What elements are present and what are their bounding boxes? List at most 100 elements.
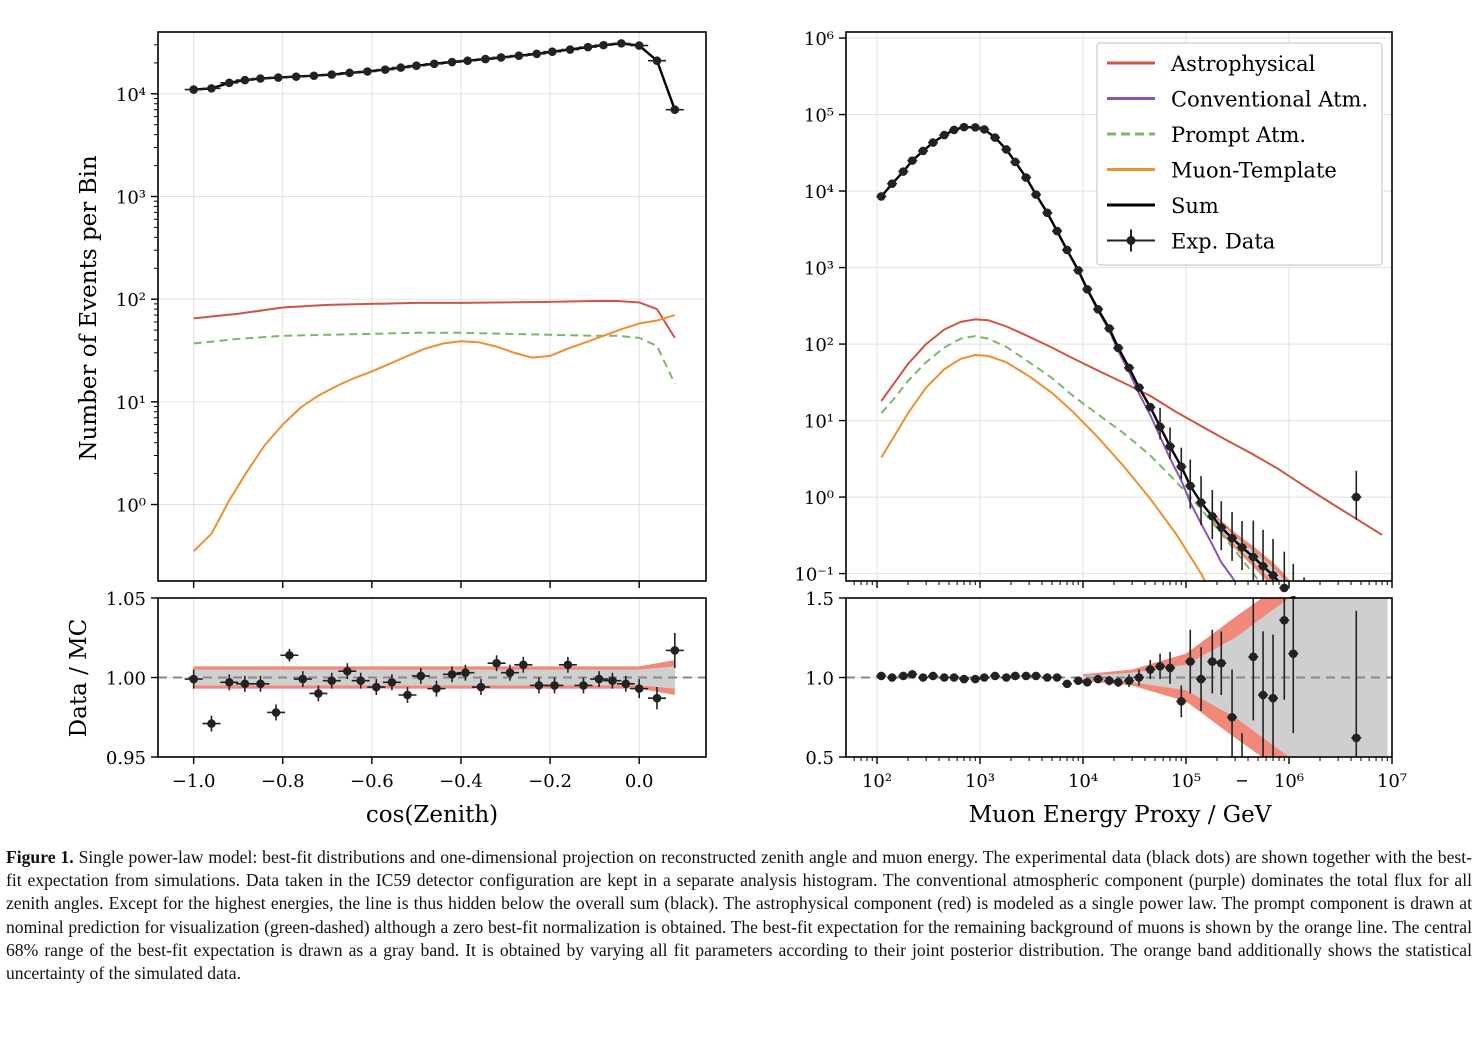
data-point: [224, 677, 234, 687]
data-point: [412, 61, 421, 70]
y-tick-label: 10⁵: [804, 106, 834, 127]
data-point: [1031, 190, 1041, 199]
data-point: [1248, 552, 1258, 562]
data-point: [621, 679, 631, 689]
data-point: [387, 677, 397, 687]
data-point: [949, 125, 959, 135]
y-axis-label-data-mc: Data / MC: [66, 619, 92, 738]
data-point: [256, 679, 265, 689]
data-point: [887, 179, 897, 188]
data-point: [979, 125, 989, 134]
data-point: [356, 676, 366, 685]
data-point: [1258, 561, 1268, 571]
data-point: [1268, 570, 1278, 580]
x-tick-label: 10⁷: [1377, 771, 1407, 792]
data-point: [463, 56, 472, 66]
data-point: [898, 167, 908, 176]
data-point: [189, 674, 198, 684]
data-point: [514, 51, 524, 61]
data-point: [1351, 733, 1361, 743]
data-point: [959, 674, 969, 684]
data-point: [634, 41, 644, 50]
data-point: [1042, 673, 1052, 682]
data-point: [1227, 712, 1237, 722]
x-tick-label: 10²: [862, 771, 892, 792]
y-tick-label: 10¹: [804, 412, 834, 433]
data-point: [273, 73, 283, 82]
data-point: [579, 681, 588, 690]
data-point: [1031, 671, 1041, 681]
data-point: [492, 658, 501, 668]
data-point: [476, 682, 486, 692]
x-tick-label: −0.2: [528, 771, 572, 792]
data-point: [314, 689, 323, 698]
y-tick-label: 10³: [804, 259, 834, 280]
data-point: [990, 133, 1000, 142]
data-point: [652, 693, 662, 703]
y-tick-label: 10²: [804, 335, 834, 356]
data-point: [189, 85, 198, 94]
uncertainty-band-68: [1083, 598, 1388, 757]
data-point: [240, 75, 250, 85]
x-tick-label: −1.0: [172, 771, 216, 792]
axes-frame: [845, 597, 1393, 758]
data-point: [372, 682, 381, 692]
figure-caption: Figure 1. Single power-law model: best-f…: [6, 846, 1472, 985]
data-point: [970, 674, 980, 684]
data-point: [939, 130, 949, 140]
data-point: [1052, 673, 1062, 682]
data-point: [1155, 422, 1165, 432]
y-tick-label: 1.0: [805, 669, 834, 690]
data-point: [1001, 145, 1011, 154]
data-point: [1073, 676, 1083, 685]
data-point: [918, 146, 928, 156]
zenith-ratio-panel: 0.95 1.00 1.05 −1.0 −0.8 −0.6 −0.4 −0.2 0.0: [106, 589, 707, 792]
data-point: [1010, 157, 1020, 167]
data-point: [447, 670, 457, 679]
figure: 10⁰ 10¹ 10² 10³ 10⁴ 0.95 1.00 1.05 −1.0 −0.8 −0.6…: [66, 29, 1407, 828]
data-point: [1227, 533, 1237, 543]
data-point: [1134, 673, 1144, 682]
data-point: [547, 47, 557, 57]
data-point: [207, 84, 216, 93]
x-axis-label-energy: Muon Energy Proxy / GeV: [969, 802, 1272, 828]
x-tick-label: 0.0: [625, 771, 654, 792]
data-point: [1001, 673, 1011, 682]
data-point: [207, 719, 216, 728]
data-point: [298, 674, 308, 684]
data-point: [970, 123, 980, 132]
data-point: [1021, 173, 1031, 182]
data-point: [907, 156, 917, 165]
data-point: [505, 668, 515, 678]
data-point: [1052, 226, 1062, 236]
data-point: [887, 673, 897, 682]
data-point: [1104, 324, 1114, 333]
data-point: [1279, 583, 1289, 593]
data-point: [1176, 462, 1186, 471]
x-tick-label: −0.6: [350, 771, 394, 792]
data-point: [240, 679, 250, 689]
series-line-astro: [193, 300, 676, 339]
data-point: [1185, 481, 1195, 491]
uncertainty-band-stat: [1212, 510, 1290, 581]
data-point: [534, 681, 544, 690]
y-tick-label: 1.05: [106, 589, 146, 610]
data-point: [1155, 662, 1165, 671]
data-point: [583, 42, 593, 52]
data-point: [1134, 383, 1144, 392]
data-point: [1010, 671, 1020, 681]
zenith-main-panel: 10⁰ 10¹ 10² 10³ 10⁴: [116, 31, 707, 588]
data-point: [979, 673, 989, 682]
energy-main-panel: 10⁻¹ 10⁰ 10¹ 10² 10³ 10⁴ 10⁵ 10⁶ Astrophysical Co…: [794, 29, 1393, 618]
data-point: [1196, 498, 1206, 507]
data-point: [496, 53, 506, 62]
data-point: [876, 671, 886, 681]
y-tick-label: 1.5: [805, 589, 834, 610]
data-point: [1196, 674, 1206, 684]
legend-label-prompt: Prompt Atm.: [1171, 123, 1306, 147]
data-point: [1093, 674, 1103, 684]
data-point: [608, 676, 617, 685]
x-tick-label: 10⁶: [1274, 771, 1304, 792]
data-point: [1042, 208, 1052, 218]
data-point: [918, 673, 928, 682]
